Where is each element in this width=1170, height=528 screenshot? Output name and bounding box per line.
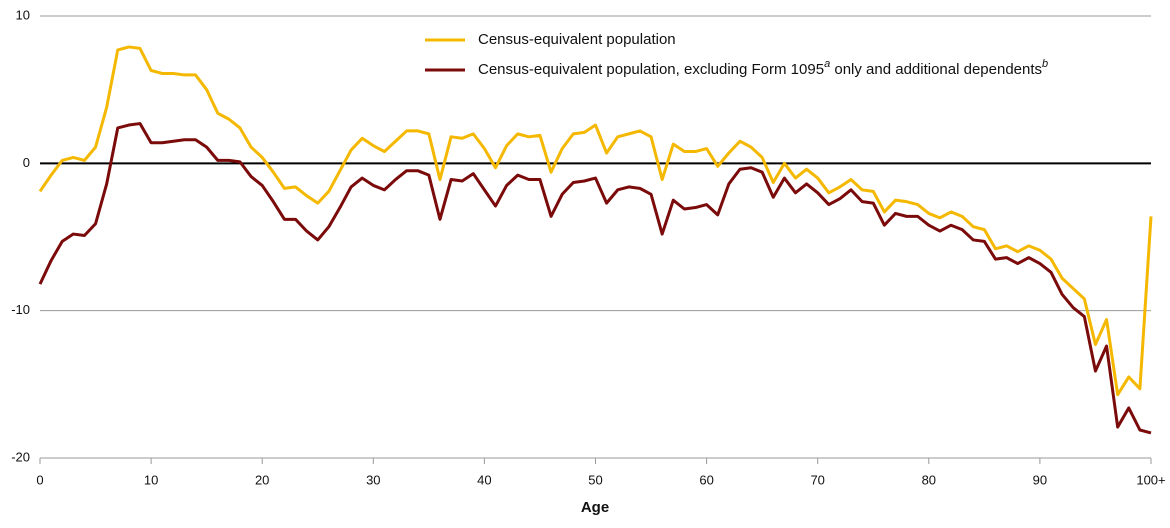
legend-text-run: Census-equivalent population [478,31,676,48]
y-tick-label: 10 [16,7,30,22]
legend-label: Census-equivalent population [478,31,676,48]
x-tick-label: 100+ [1136,472,1165,487]
x-tick-label: 20 [255,472,269,487]
x-tick-label: 10 [144,472,158,487]
y-tick-label: -20 [11,449,30,464]
legend-label: Census-equivalent population, excluding … [478,58,1048,78]
x-tick-label: 40 [477,472,491,487]
x-axis-title: Age [581,499,609,516]
legend-superscript: b [1042,58,1048,70]
legend-superscript: a [824,58,830,70]
x-tick-label: 0 [36,472,43,487]
legend-text-run: Census-equivalent population, excluding … [478,61,824,78]
x-tick-label: 90 [1033,472,1047,487]
x-tick-label: 50 [588,472,602,487]
y-tick-label: 0 [23,155,30,170]
x-tick-label: 30 [366,472,380,487]
series-line [38,45,1153,397]
series-line [38,122,1152,435]
x-tick-label: 60 [699,472,713,487]
x-tick-label: 80 [922,472,936,487]
legend-text-run: only and additional dependents [830,61,1042,78]
x-tick-label: 70 [810,472,824,487]
y-tick-label: -10 [11,302,30,317]
